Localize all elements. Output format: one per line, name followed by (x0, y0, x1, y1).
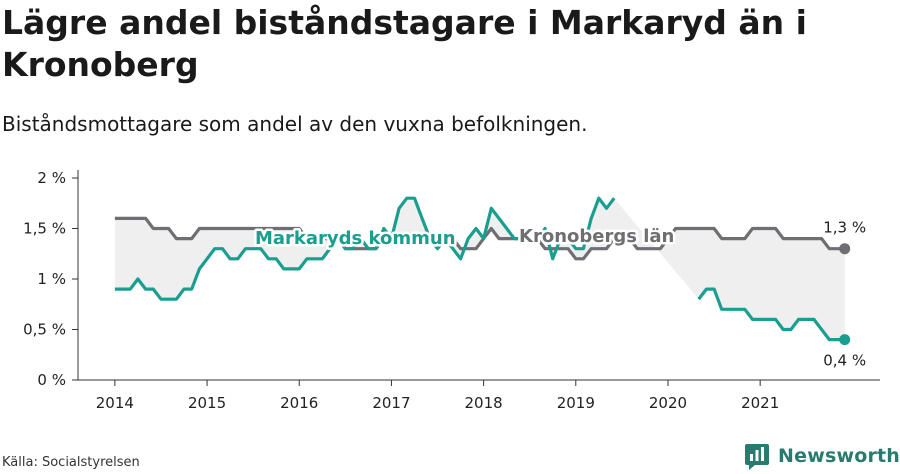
difference-area (114, 198, 845, 340)
series-label-kronobergs-lan: Kronobergs län (519, 226, 674, 247)
end-value-kronobergs-lan: 1,3 % (823, 219, 866, 237)
series-line-kronobergs-lan (114, 216, 845, 261)
end-value-markaryds-kommun: 0,4 % (823, 352, 866, 370)
series-label-markaryds-kommun: Markaryds kommun (255, 228, 456, 249)
series-lines (114, 196, 851, 346)
end-point-markaryds-kommun (839, 334, 851, 346)
labels: Markaryds kommun Kronobergs län 1,3 % 0,4 % (253, 219, 867, 370)
axes: 0 % 0,5 % 1 % 1,5 % 2 % 2014 2015 2016 2017 2018 2… (23, 169, 880, 412)
source-note: Källa: Socialstyrelsen (2, 455, 140, 470)
newsworthy-logo-text: Newsworthy (778, 445, 900, 467)
y-tick-label: 0,5 % (23, 321, 66, 339)
x-tick-label: 2016 (280, 394, 318, 412)
y-tick-label: 1,5 % (23, 220, 66, 238)
y-tick-label: 2 % (37, 169, 66, 187)
y-tick-label: 1 % (37, 270, 66, 288)
newsworthy-logo-icon (745, 444, 769, 470)
x-tick-label: 2015 (188, 394, 226, 412)
series-line-markaryds-kommun (114, 196, 845, 342)
x-tick-label: 2021 (741, 394, 779, 412)
x-tick-label: 2018 (465, 394, 503, 412)
x-tick-label: 2017 (372, 394, 410, 412)
chart-subtitle: Biståndsmottagare som andel av den vuxna… (2, 112, 588, 136)
y-tick-label: 0 % (37, 371, 66, 389)
x-tick-label: 2019 (557, 394, 595, 412)
difference-band (114, 198, 845, 340)
x-tick-label: 2020 (649, 394, 687, 412)
x-tick-label: 2014 (96, 394, 134, 412)
end-point-kronobergs-lan (839, 243, 851, 255)
chart-title: Lägre andel biståndstagare i Markaryd än… (2, 3, 807, 84)
newsworthy-logo[interactable]: Newsworthy (744, 442, 900, 470)
